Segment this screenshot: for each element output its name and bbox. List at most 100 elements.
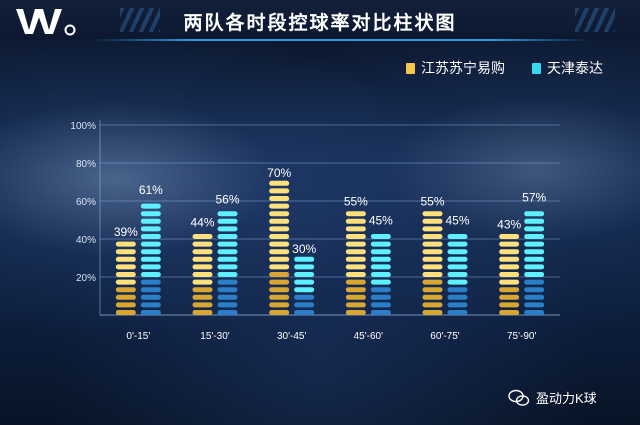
bar-segment: [499, 256, 520, 262]
bar-segment: [370, 249, 391, 255]
bar-segment: [370, 241, 391, 247]
bar-segment: [422, 294, 443, 300]
bar-segment: [192, 302, 213, 308]
bar-segment: [217, 256, 238, 262]
bar-segment: [422, 302, 443, 308]
bar-segment: [499, 294, 520, 300]
bar-segment: [447, 272, 468, 277]
bar-tianjin: [217, 211, 238, 315]
bar-tianjin: [140, 203, 161, 315]
bar-segment: [345, 310, 366, 315]
y-tick-label: 40%: [76, 235, 96, 246]
bar-segment: [524, 256, 545, 262]
bar-segment: [140, 294, 161, 300]
bar-segment: [345, 249, 366, 255]
bar-segment: [345, 218, 366, 224]
y-tick-label: 100%: [70, 121, 96, 132]
bar-segment: [345, 272, 366, 277]
bar-segment: [192, 294, 213, 300]
bar-segment: [269, 226, 290, 232]
bar-segment: [115, 249, 136, 255]
bar-segment: [447, 287, 468, 293]
watermark: 盈动力K球: [508, 388, 597, 407]
bar-segment: [524, 249, 545, 255]
bar-segment: [345, 279, 366, 285]
bar-segment: [140, 203, 161, 209]
bar-segment: [269, 272, 290, 277]
bar-segment: [524, 264, 545, 270]
wechat-icon: [508, 389, 530, 406]
bar-segment: [140, 234, 161, 239]
bar-segment: [422, 226, 443, 232]
bar-segment: [447, 241, 468, 247]
bar-segment: [422, 211, 443, 217]
data-label: 55%: [420, 195, 444, 209]
bar-segment: [447, 310, 468, 315]
bar-segment: [217, 211, 238, 217]
bar-segment: [499, 249, 520, 255]
bar-segment: [524, 218, 545, 224]
bar-segment: [269, 234, 290, 239]
bar-segment: [447, 294, 468, 300]
bar-segment: [294, 256, 315, 262]
bar-segment: [217, 241, 238, 247]
data-label: 70%: [267, 166, 291, 180]
bar-segment: [345, 302, 366, 308]
bar-segment: [499, 234, 520, 239]
bar-jiangsu: [422, 211, 443, 315]
bar-segment: [345, 234, 366, 239]
bar-segment: [269, 249, 290, 255]
header-bar: [0, 0, 640, 40]
bar-segment: [269, 188, 290, 194]
bar-segment: [192, 241, 213, 247]
x-tick-label: 75'-90': [507, 331, 536, 342]
bar-segment: [115, 279, 136, 285]
bar-segment: [370, 294, 391, 300]
bar-segment: [524, 234, 545, 239]
bar-segment: [140, 310, 161, 315]
bar-segment: [499, 310, 520, 315]
bar-segment: [524, 211, 545, 217]
bar-segment: [294, 310, 315, 315]
bar-jiangsu: [345, 211, 366, 315]
bar-segment: [217, 226, 238, 232]
legend-label-tianjin: 天津泰达: [547, 60, 603, 76]
x-tick-label: 30'-45': [277, 331, 306, 342]
y-tick-label: 20%: [76, 273, 96, 284]
bar-segment: [345, 211, 366, 217]
bar-segment: [115, 302, 136, 308]
bar-segment: [269, 180, 290, 186]
bar-segment: [499, 241, 520, 247]
bar-segment: [370, 234, 391, 239]
bar-segment: [294, 287, 315, 293]
bar-segment: [269, 211, 290, 217]
bar-segment: [140, 302, 161, 308]
brand-logo: [16, 9, 76, 36]
bar-segment: [345, 264, 366, 270]
bar-segment: [192, 264, 213, 270]
bar-segment: [524, 272, 545, 277]
bar-segment: [524, 302, 545, 308]
bar-segment: [269, 302, 290, 308]
bar-segment: [499, 287, 520, 293]
legend-swatch-tianjin: [532, 62, 541, 74]
bar-segment: [269, 279, 290, 285]
bar-segment: [422, 218, 443, 224]
bar-segment: [422, 272, 443, 277]
data-label: 30%: [292, 242, 316, 256]
bar-tianjin: [524, 211, 545, 315]
data-label: 45%: [369, 214, 393, 228]
bar-segment: [115, 287, 136, 293]
bar-segment: [269, 264, 290, 270]
bar-tianjin: [447, 234, 468, 315]
bar-segment: [524, 241, 545, 247]
chart-title: 两队各时段控球率对比柱状图: [183, 13, 457, 34]
bar-segment: [269, 287, 290, 293]
bar-segment: [294, 264, 315, 270]
bar-segment: [499, 264, 520, 270]
bar-segment: [217, 272, 238, 277]
bar-segment: [140, 241, 161, 247]
bar-segment: [422, 310, 443, 315]
bar-segment: [192, 249, 213, 255]
